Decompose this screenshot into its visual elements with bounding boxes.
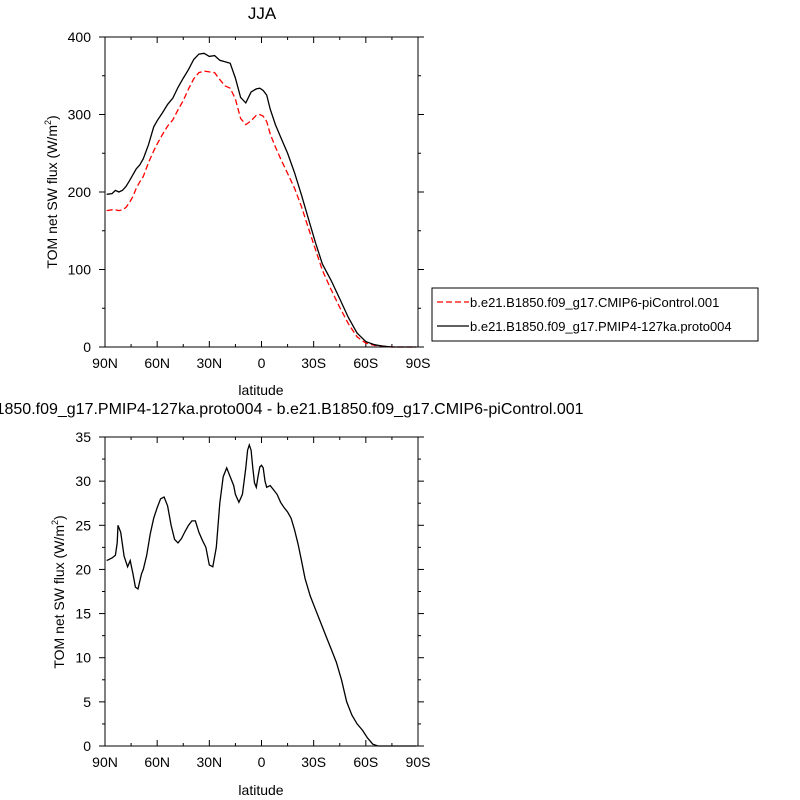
x-tick-label: 90N	[92, 754, 118, 770]
panel-bottom-y-tick-labels: 0 5 10 15 20 25 30 35	[75, 429, 91, 754]
panel-bottom-ticks	[99, 436, 424, 747]
x-tick-label: 0	[258, 355, 266, 371]
panel-top-y-axis-label-tail: )	[44, 115, 60, 120]
panel-top-y-axis-label: TOM net SW flux (W/m2)	[43, 115, 60, 268]
x-tick-label: 0	[258, 754, 266, 770]
panel-top-plot-area	[106, 52, 417, 348]
y-tick-label: 35	[75, 429, 91, 445]
legend-label-picontrol: b.e21.B1850.f09_g17.CMIP6-piControl.001	[470, 295, 719, 310]
panel-bottom: b.e21.B1850.f09_g17.PMIP4-127ka.proto004…	[0, 401, 584, 798]
panel-bottom-title: b.e21.B1850.f09_g17.PMIP4-127ka.proto004…	[0, 401, 584, 418]
panel-top-ticks	[99, 36, 424, 348]
series-line-difference	[106, 442, 417, 747]
panel-top-y-tick-labels: 0 100 200 300 400	[68, 29, 92, 355]
y-tick-label: 200	[68, 184, 92, 200]
x-tick-label: 60S	[353, 754, 378, 770]
y-tick-label: 300	[68, 107, 92, 123]
y-tick-label: 400	[68, 29, 92, 45]
y-tick-label: 100	[68, 262, 92, 278]
y-tick-label: 0	[83, 738, 91, 754]
y-tick-label: 30	[75, 473, 91, 489]
x-tick-label: 90S	[406, 754, 431, 770]
legend-box	[431, 287, 759, 342]
x-tick-label: 30S	[301, 754, 326, 770]
panel-bottom-x-tick-labels: 90N 60N 30N 0 30S 60S 90S	[92, 754, 430, 770]
panel-top-title: JJA	[248, 4, 277, 23]
panel-bottom-frame	[104, 436, 419, 747]
panel-top: JJA 90N 60N 30N 0 30S 60S 90S 0 100 200 300 400 la…	[43, 4, 430, 398]
y-tick-label: 25	[75, 517, 91, 533]
panel-top-x-tick-labels: 90N 60N 30N 0 30S 60S 90S	[92, 355, 430, 371]
panel-bottom-x-axis-label: latitude	[238, 782, 283, 798]
x-tick-label: 60N	[144, 355, 170, 371]
legend-label-127ka: b.e21.B1850.f09_g17.PMIP4-127ka.proto004	[470, 319, 732, 334]
series-line-picontrol	[106, 70, 417, 348]
panel-bottom-y-axis-label-tail: )	[51, 515, 67, 520]
panel-bottom-plot-area	[106, 442, 417, 747]
panel-bottom-y-axis-label-sup: 2	[50, 520, 60, 525]
panel-top-y-axis-label-sup: 2	[43, 120, 53, 125]
x-tick-label: 60N	[144, 754, 170, 770]
x-tick-label: 30N	[196, 754, 222, 770]
x-tick-label: 60S	[353, 355, 378, 371]
y-tick-label: 20	[75, 561, 91, 577]
x-tick-label: 30S	[301, 355, 326, 371]
y-tick-label: 0	[83, 339, 91, 355]
panel-top-x-axis-label: latitude	[238, 382, 283, 398]
panel-bottom-y-axis-label-main: TOM net SW flux (W/m	[51, 525, 67, 669]
x-tick-label: 90N	[92, 355, 118, 371]
series-line-127ka	[106, 52, 417, 348]
x-tick-label: 30N	[196, 355, 222, 371]
panel-top-y-axis-label-main: TOM net SW flux (W/m	[44, 125, 60, 269]
panel-bottom-y-axis-label: TOM net SW flux (W/m2)	[50, 515, 67, 668]
x-tick-label: 90S	[406, 355, 431, 371]
y-tick-label: 5	[83, 694, 91, 710]
y-tick-label: 10	[75, 650, 91, 666]
panel-top-frame	[104, 36, 419, 348]
legend: b.e21.B1850.f09_g17.CMIP6-piControl.001 …	[431, 287, 759, 342]
y-tick-label: 15	[75, 606, 91, 622]
